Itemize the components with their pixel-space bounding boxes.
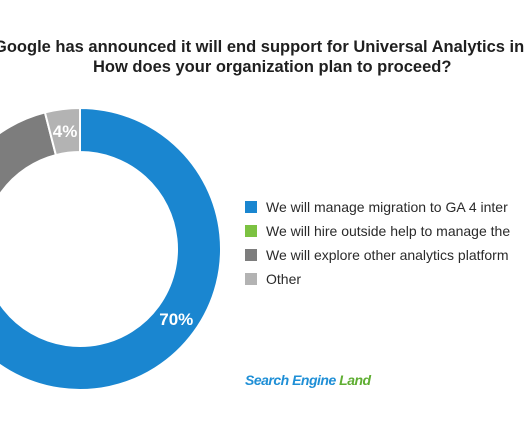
legend-label-outside-help: We will hire outside help to manage the <box>266 223 511 239</box>
legend-label-migration: We will manage migration to GA 4 inter <box>266 199 508 215</box>
donut-slice-other-platforms <box>0 111 58 196</box>
donut-slice-other <box>43 106 81 157</box>
legend-label-other-platforms: We will explore other analytics platform <box>266 247 509 263</box>
data-label-other: 4% <box>53 122 78 141</box>
legend-swatch-outside-help <box>245 225 257 237</box>
brand-logo: Search Engine Land <box>245 372 371 388</box>
donut-slice-migration <box>0 106 222 391</box>
legend-label-other: Other <box>266 271 302 287</box>
brand-logo-part2: Land <box>339 372 371 388</box>
legend-swatch-migration <box>245 201 257 213</box>
legend-swatch-other-platforms <box>245 249 257 261</box>
chart-title-line1: Google has announced it will end support… <box>0 38 525 56</box>
brand-logo-part1: Search Engine <box>245 372 340 388</box>
legend-swatch-other <box>245 273 257 285</box>
chart-title-line2: How does your organization plan to proce… <box>93 58 452 76</box>
data-label-migration: 70% <box>159 310 193 329</box>
